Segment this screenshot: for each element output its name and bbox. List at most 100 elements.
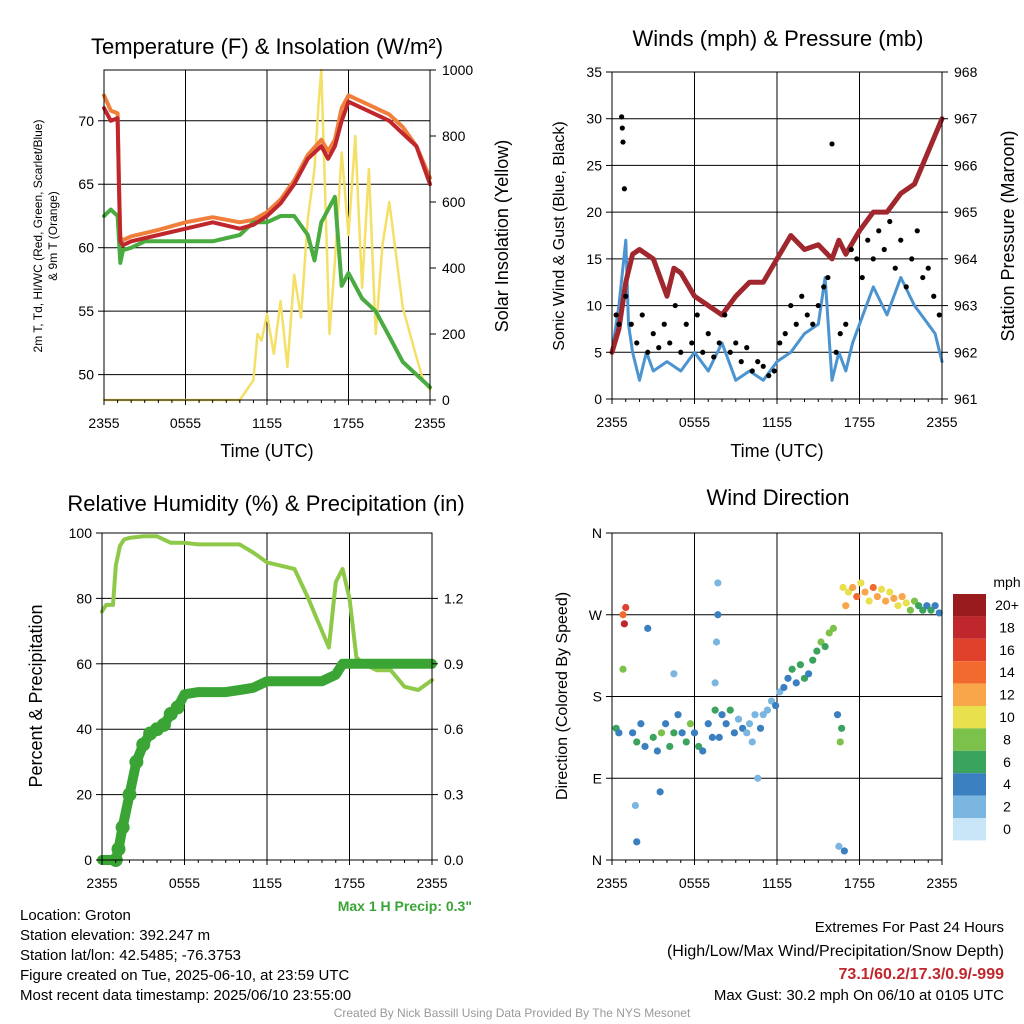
x-tick-label: 2355 — [88, 415, 119, 431]
direction-point — [835, 842, 843, 850]
y-tick-label: 967 — [954, 111, 978, 127]
rh-panel: Relative Humidity (%) & Precipitation (i… — [26, 491, 472, 914]
y-tick-label: 55 — [78, 303, 94, 319]
y-tick-label: E — [593, 770, 602, 786]
direction-point — [674, 711, 682, 719]
pressure-line — [609, 116, 945, 355]
gust-point — [727, 349, 733, 355]
gust-point — [887, 218, 893, 225]
gust-point — [766, 373, 772, 379]
gust-point — [639, 312, 645, 318]
speed-legend: mph 20+ 18 16 14 12 10 8 6 4 2 0 — [953, 574, 1021, 841]
y-tick-label: 965 — [954, 204, 978, 220]
legend-swatch — [953, 795, 986, 818]
gust-point — [799, 293, 805, 299]
direction-point — [678, 729, 686, 737]
x-tick-label: 1155 — [762, 414, 792, 430]
legend-label: 20+ — [995, 597, 1019, 613]
y-tick-label: 100 — [69, 525, 93, 541]
direction-point — [619, 665, 627, 673]
y-tick-label: 30 — [586, 111, 602, 127]
direction-point — [861, 588, 869, 596]
precip-point — [136, 737, 151, 752]
gust-point — [881, 246, 887, 253]
direction-point — [829, 624, 837, 632]
direction-point — [715, 733, 723, 741]
y-tick-label: 800 — [442, 128, 466, 144]
gust-point — [903, 284, 909, 290]
rh-ylabel: Percent & Precipitation — [26, 604, 46, 787]
extremes-max-gust: Max Gust: 30.2 mph On 06/10 at 0105 UTC — [713, 987, 1004, 1004]
gust-point — [628, 321, 634, 327]
gust-point — [733, 340, 739, 346]
direction-point — [763, 706, 771, 714]
wind-speed-line — [610, 238, 944, 382]
direction-point — [633, 738, 641, 746]
gust-point — [876, 228, 882, 234]
direction-point — [637, 720, 645, 728]
y-tick-label: 0 — [84, 852, 92, 868]
direction-point — [754, 774, 762, 782]
info-elevation: Station elevation: 392.247 m — [20, 927, 211, 944]
direction-point — [690, 729, 699, 737]
info-created: Figure created on Tue, 2025-06-10, at 23… — [20, 967, 350, 984]
direction-point — [711, 679, 719, 687]
gust-point — [793, 321, 799, 327]
direction-point — [751, 711, 759, 719]
gust-point — [870, 256, 876, 262]
direction-point — [699, 747, 707, 755]
gust-point — [689, 340, 695, 346]
gust-point — [829, 141, 835, 147]
legend-label: 14 — [999, 664, 1015, 680]
x-tick-label: 1155 — [252, 875, 282, 891]
credit-line: Created By Nick Bassill Using Data Provi… — [333, 1006, 691, 1020]
gust-point — [738, 359, 744, 365]
y-tick-label: 600 — [442, 194, 466, 210]
legend-unit: mph — [993, 574, 1020, 590]
direction-point — [873, 592, 881, 601]
direction-point — [842, 602, 850, 610]
legend-label: 2 — [1003, 799, 1011, 815]
gust-point — [620, 139, 626, 145]
direction-point — [756, 724, 765, 732]
direction-point — [743, 729, 751, 737]
direction-point — [722, 720, 730, 728]
direction-point — [780, 683, 788, 692]
gust-point — [825, 274, 831, 281]
direction-point — [734, 715, 743, 723]
gust-point — [694, 312, 700, 318]
gust-point — [678, 349, 684, 355]
x-tick-label: 2355 — [414, 415, 445, 431]
gust-point — [749, 368, 755, 374]
direction-ylabel: Direction (Colored By Speed) — [554, 592, 571, 800]
legend-label: 16 — [999, 642, 1015, 658]
gust-point — [837, 331, 843, 337]
y-tick-label: 60 — [76, 656, 92, 672]
direction-point — [631, 801, 639, 810]
gust-point — [810, 321, 816, 327]
x-tick-label: 1155 — [252, 415, 282, 431]
direction-point — [748, 738, 756, 746]
gust-point — [650, 331, 656, 337]
x-tick-label: 2355 — [926, 414, 957, 430]
direction-point — [857, 579, 865, 587]
y-tick-label: 0 — [442, 392, 450, 408]
direction-point — [718, 711, 726, 719]
direction-point — [714, 579, 722, 587]
y-tick-label: 20 — [76, 787, 92, 803]
gust-point — [914, 228, 920, 234]
y-tick-label: N — [592, 525, 602, 541]
y-tick-label: 200 — [442, 326, 466, 342]
gust-point — [760, 363, 766, 369]
y-tick-label: N — [592, 852, 602, 868]
gust-point — [777, 340, 783, 346]
rh-title: Relative Humidity (%) & Precipitation (i… — [67, 491, 464, 516]
x-tick-label: 2355 — [416, 875, 447, 891]
direction-point — [877, 585, 886, 593]
y-tick-label: 0.3 — [444, 787, 464, 803]
legend-swatch — [953, 661, 986, 684]
x-tick-label: 0555 — [169, 875, 200, 891]
direction-point — [682, 738, 690, 746]
legend-label: 6 — [1003, 754, 1011, 770]
